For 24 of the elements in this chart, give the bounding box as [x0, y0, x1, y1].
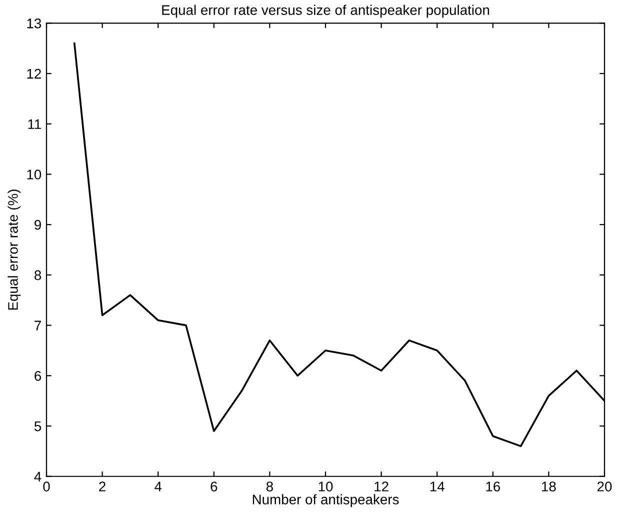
y-axis-title: Equal error rate (%): [8, 190, 21, 310]
y-tick-label: 9: [34, 220, 41, 230]
x-tick-label: 2: [99, 482, 106, 492]
y-tick-label: 11: [28, 119, 41, 129]
y-tick-label: 6: [34, 371, 42, 381]
y-tick-label: 4: [34, 472, 42, 482]
y-tick-label: 13: [27, 18, 42, 28]
chart-title: Equal error rate versus size of antispeaker population: [162, 4, 490, 18]
x-tick-label: 6: [210, 482, 218, 492]
x-tick-label: 18: [542, 482, 556, 492]
x-tick-label: 4: [154, 482, 162, 492]
y-tick-label: 5: [34, 421, 42, 432]
x-tick-label: 12: [374, 482, 388, 492]
x-tick-label: 0: [43, 482, 50, 492]
y-tick-label: 7: [34, 320, 41, 330]
x-tick-label: 16: [486, 482, 500, 492]
x-tick-label: 20: [597, 482, 612, 492]
y-tick-label: 8: [34, 270, 42, 280]
x-tick-label: 14: [430, 482, 444, 492]
x-axis-title: Number of antispeakers: [252, 494, 399, 508]
y-tick-label: 12: [27, 68, 41, 79]
x-tick-label: 10: [318, 482, 333, 492]
y-tick-label: 10: [27, 170, 42, 180]
x-tick-label: 8: [266, 482, 273, 492]
